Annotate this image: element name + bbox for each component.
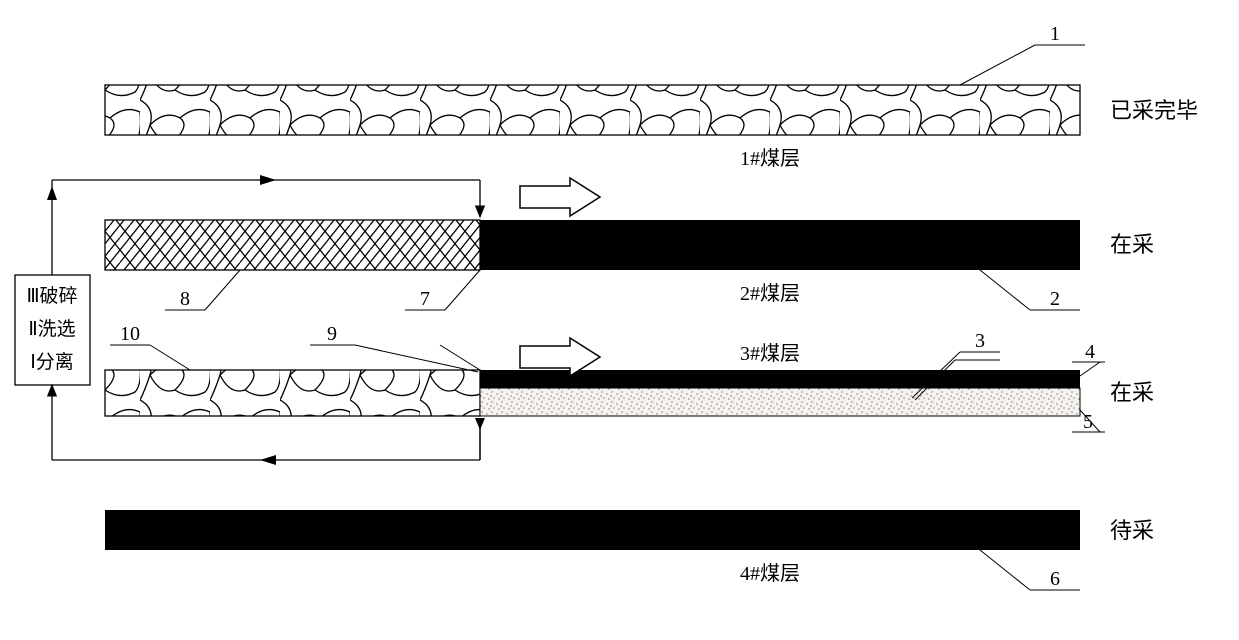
callout-9-num: 9 bbox=[327, 323, 337, 345]
callout-7-num: 7 bbox=[420, 288, 430, 310]
layer-3-status: 在采 bbox=[1110, 380, 1154, 405]
callout-2-num: 2 bbox=[1050, 288, 1060, 310]
layer-1-label: 1#煤层 bbox=[740, 147, 800, 170]
layer-1-status: 已采完毕 bbox=[1110, 98, 1198, 123]
flow-arrow-layer2 bbox=[520, 178, 600, 216]
process-box: Ⅲ破碎 Ⅱ洗选 Ⅰ分离 bbox=[15, 275, 90, 385]
callout-6: 6 bbox=[980, 550, 1080, 590]
process-step3: Ⅲ破碎 bbox=[26, 285, 77, 307]
diagram-canvas: 1#煤层 已采完毕 1 2#煤层 在采 7 8 2 3#煤层 在采 10 9 bbox=[0, 0, 1239, 635]
callout-10-num: 10 bbox=[120, 323, 140, 345]
layer-2-label: 2#煤层 bbox=[740, 282, 800, 305]
layer-4-status: 待采 bbox=[1110, 518, 1154, 543]
callout-2: 2 bbox=[980, 270, 1080, 310]
callout-7: 7 bbox=[405, 270, 480, 310]
layer-1-band bbox=[105, 85, 1080, 135]
callout-3-num: 3 bbox=[975, 330, 985, 352]
callout-1-num: 1 bbox=[1050, 23, 1060, 45]
callout-8-num: 8 bbox=[180, 288, 190, 310]
process-step1: Ⅰ分离 bbox=[30, 351, 74, 373]
callout-5-num2: 5 bbox=[1083, 411, 1093, 433]
process-step2: Ⅱ洗选 bbox=[28, 318, 75, 340]
up-arrow-top-vert bbox=[47, 186, 57, 200]
callout-9 bbox=[440, 345, 480, 370]
layer-2-status: 在采 bbox=[1110, 232, 1154, 257]
callout-6-num: 6 bbox=[1050, 568, 1060, 590]
diagram-svg: 1#煤层 已采完毕 1 2#煤层 在采 7 8 2 3#煤层 在采 10 9 bbox=[0, 0, 1239, 635]
callout-8: 8 bbox=[165, 270, 240, 310]
callout-10: 10 bbox=[110, 323, 190, 370]
layer-4-band bbox=[105, 510, 1080, 550]
layer-2-band bbox=[105, 220, 1080, 270]
layer-4-label: 4#煤层 bbox=[740, 562, 800, 585]
callout-4-num: 4 bbox=[1085, 341, 1095, 363]
layer-3-label: 3#煤层 bbox=[740, 342, 800, 365]
callout-9-clean: 9 bbox=[310, 323, 478, 372]
callout-1: 1 bbox=[960, 23, 1085, 85]
